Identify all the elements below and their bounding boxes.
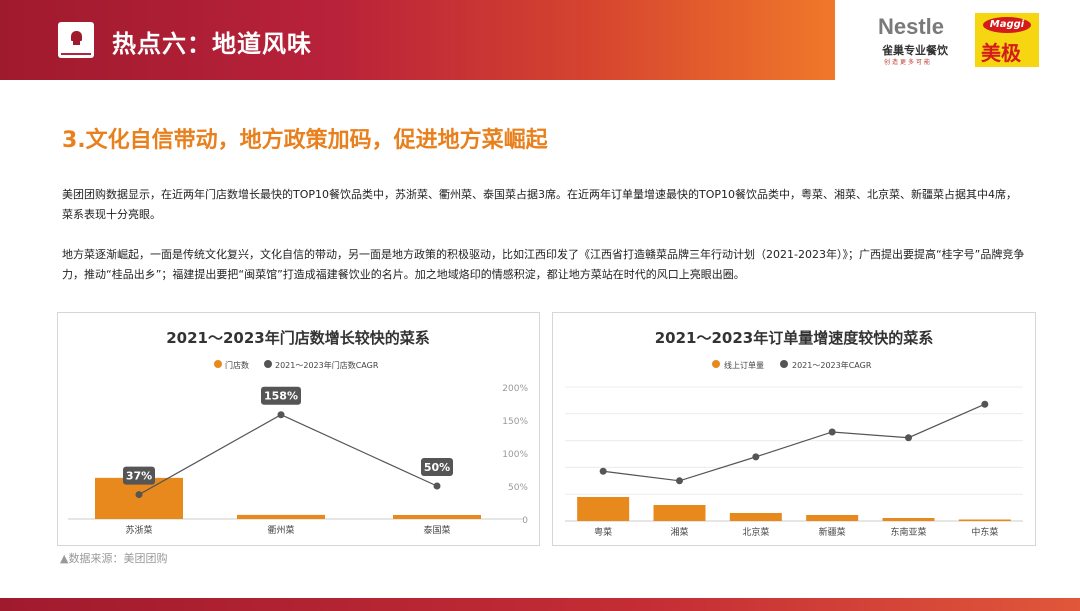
data-label-box	[421, 458, 453, 476]
bar	[958, 519, 1011, 521]
line-point	[676, 477, 683, 485]
paragraph-1: 美团团购数据显示，在近两年门店数增长最快的TOP10餐饮品类中，苏浙菜、衢州菜、…	[62, 188, 1018, 221]
data-label: 37%	[126, 470, 152, 483]
line-point	[433, 482, 441, 490]
chart-title: 2021～2023年门店数增长较快的菜系	[166, 329, 430, 347]
x-tick-label: 泰国菜	[423, 524, 450, 536]
series-line	[603, 403, 986, 482]
header-banner: 热点六：地道风味	[0, 0, 835, 80]
y2-tick-label: 200%	[502, 384, 528, 394]
y2-tick-label: 50%	[508, 483, 528, 493]
legend-label-line: 2021～2023年CAGR	[792, 360, 872, 370]
bar	[653, 505, 706, 521]
data-label-box	[261, 386, 301, 405]
bar	[393, 515, 481, 519]
line-point	[277, 411, 285, 419]
x-tick-label: 湘菜	[670, 526, 688, 538]
page-title: 热点六：地道风味	[112, 30, 312, 58]
data-label: 158%	[264, 390, 298, 403]
y2-tick-label: 150%	[502, 417, 528, 427]
bar	[806, 515, 859, 521]
footer-bar	[0, 598, 1080, 611]
y2-tick-label: 0	[522, 516, 528, 526]
line-point	[905, 434, 912, 442]
line-point	[135, 491, 143, 499]
series-line	[138, 414, 438, 496]
recipe-book-icon	[58, 22, 94, 58]
maggi-logo: Maggi 美极	[975, 13, 1039, 67]
line-point	[828, 428, 836, 436]
legend-marker-line	[780, 360, 788, 368]
legend-label-bar: 线上订单量	[724, 360, 764, 370]
chart-panel-stores: 2021～2023年门店数增长较快的菜系门店数 2021～2023年门店数CAGR…	[57, 312, 540, 546]
nestle-logo: Nestle 雀巢专业餐饮 创造更多可能	[878, 14, 948, 66]
data-label: 50%	[424, 461, 450, 474]
paragraph-2: 地方菜逐渐崛起，一面是传统文化复兴，文化自信的带动，另一面是地方政策的积极驱动，…	[62, 248, 1025, 281]
x-tick-label: 东南亚菜	[890, 526, 926, 538]
line-point	[981, 400, 989, 408]
section-title: 3.文化自信带动，地方政策加码，促进地方菜崛起	[62, 128, 548, 153]
bar	[95, 477, 183, 519]
line-point	[599, 467, 607, 475]
x-tick-label: 中东菜	[971, 526, 998, 538]
chart-panel-orders: 2021～2023年订单量增速度较快的菜系线上订单量 2021～2023年CAGR…	[552, 312, 1036, 546]
chef-hat-icon	[71, 31, 82, 45]
x-tick-label: 苏浙菜	[125, 524, 152, 536]
legend-label-line: 2021～2023年门店数CAGR	[275, 360, 379, 370]
x-tick-label: 新疆菜	[819, 526, 846, 538]
bar	[729, 513, 782, 521]
line-point	[752, 453, 760, 461]
legend-label-bar: 门店数	[225, 360, 249, 370]
bar	[577, 497, 630, 521]
legend-marker-line	[264, 360, 272, 368]
legend-marker-bar	[712, 360, 720, 368]
bar	[237, 514, 325, 519]
legend-marker-bar	[214, 360, 222, 368]
bar	[882, 518, 935, 521]
x-tick-label: 粤菜	[594, 526, 612, 538]
y2-tick-label: 100%	[502, 450, 528, 460]
x-tick-label: 北京菜	[742, 526, 769, 538]
data-source-note: ▲数据来源：美团团购	[60, 552, 168, 565]
chart-title: 2021～2023年订单量增速度较快的菜系	[655, 329, 934, 347]
data-label-box	[123, 466, 155, 485]
x-tick-label: 衢州菜	[267, 524, 294, 536]
